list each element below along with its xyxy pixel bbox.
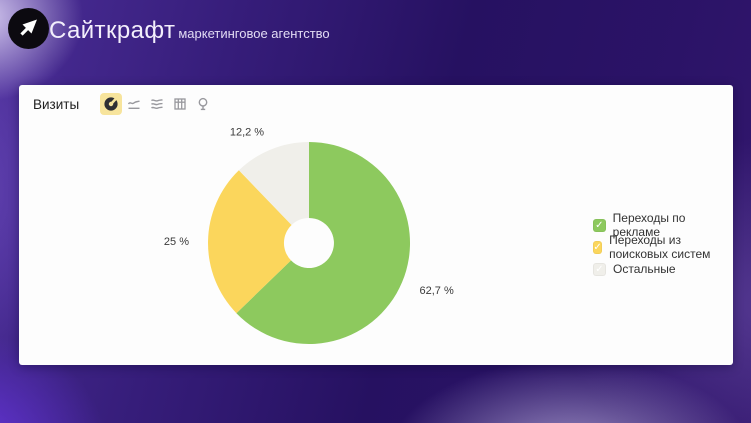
brand-tagline: маркетинговое агентство — [178, 26, 330, 41]
legend-checkbox-icon[interactable]: ✓ — [593, 218, 606, 232]
chart-type-map-button[interactable] — [192, 93, 214, 115]
widget-toolbar: Визиты — [33, 93, 215, 115]
pie-chart-icon — [104, 96, 119, 111]
cursor-icon — [20, 19, 37, 36]
logo[interactable] — [8, 8, 49, 49]
stacked-area-icon — [151, 99, 163, 110]
chart-type-pie-button[interactable] — [100, 93, 123, 115]
widget-title: Визиты — [33, 96, 80, 112]
slice-label-1: 25 % — [164, 236, 189, 248]
table-view-icon — [174, 98, 186, 110]
pie-slice-2[interactable] — [238, 142, 309, 225]
slice-label-2: 12,2 % — [230, 127, 264, 139]
metrics-widget: Визиты — [19, 85, 733, 365]
chart-legend: ✓ Переходы по рекламе ✓ Переходы из поисков… — [593, 211, 733, 280]
brand-name: Сайткрафт — [49, 17, 176, 44]
chart-type-line-button[interactable] — [123, 93, 145, 115]
donut-chart: 62,7 % 25 % 12,2 % — [164, 127, 454, 344]
legend-checkbox-icon[interactable]: ✓ — [593, 262, 606, 276]
pie-slice-0[interactable] — [236, 142, 411, 344]
legend-checkbox-icon[interactable]: ✓ — [593, 240, 603, 254]
chart-type-table-button[interactable] — [169, 93, 191, 115]
map-pin-icon — [198, 97, 208, 111]
brand-row: Сайткрафт маркетинговое агентство — [49, 17, 330, 45]
line-chart-icon — [128, 100, 140, 109]
legend-item-0[interactable]: ✓ Переходы по рекламе — [593, 211, 733, 239]
legend-item-1[interactable]: ✓ Переходы из поисковых систем — [593, 233, 733, 261]
pie-slice-1[interactable] — [208, 170, 292, 314]
legend-item-2[interactable]: ✓ Остальные — [593, 258, 733, 280]
slice-label-0: 62,7 % — [420, 285, 454, 297]
legend-label: Остальные — [613, 262, 676, 276]
legend-label: Переходы из поисковых систем — [609, 233, 711, 261]
legend-label: Переходы по рекламе — [612, 211, 686, 239]
chart-type-area-button[interactable] — [146, 93, 168, 115]
